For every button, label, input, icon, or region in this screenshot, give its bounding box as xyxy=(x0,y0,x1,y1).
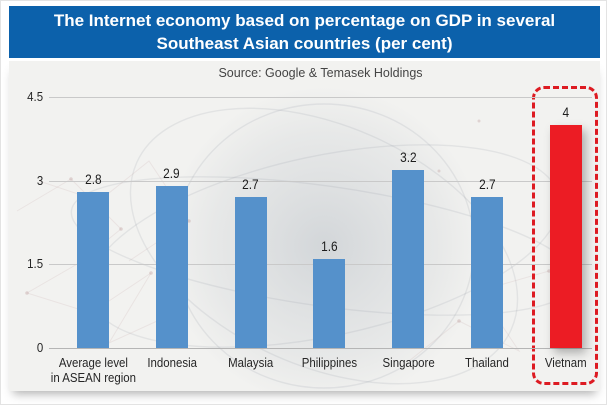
vietnam-highlight-box xyxy=(532,86,598,385)
x-axis-label: Singapore xyxy=(353,355,463,370)
chart-title-line1: The Internet economy based on percentage… xyxy=(53,11,556,30)
label-text: 4 xyxy=(562,104,570,120)
label-text: 2.9 xyxy=(163,166,181,182)
bar-value-label: 3.2 xyxy=(383,150,433,165)
bar-value-label: 2.7 xyxy=(462,177,512,192)
bar-3 xyxy=(234,197,267,348)
label-text: Vietnam xyxy=(544,355,587,370)
x-axis-label: Average level in ASEAN region xyxy=(38,355,148,385)
bar-7 xyxy=(549,124,582,348)
y-tick-label: 3 xyxy=(9,173,43,188)
label-text: 2.8 xyxy=(84,171,102,187)
bar-value-label: 4 xyxy=(541,105,591,120)
x-axis-label: Thailand xyxy=(432,355,542,370)
y-tick-label: 1.5 xyxy=(9,256,43,271)
label-text: 3 xyxy=(36,172,43,188)
bar-value-label: 2.8 xyxy=(68,172,118,187)
chart-title-line2: Southeast Asian countries (per cent) xyxy=(156,34,453,53)
y-tick-label: 0 xyxy=(9,340,43,355)
label-text: Thailand xyxy=(465,355,509,370)
label-text: 1.6 xyxy=(321,238,338,254)
label-text: Singapore xyxy=(382,355,435,370)
x-axis-label: Malaysia xyxy=(196,355,306,370)
y-tick-label: 4.5 xyxy=(9,89,43,104)
bar-value-label: 2.7 xyxy=(226,177,276,192)
bar-value-label: 1.6 xyxy=(304,239,354,254)
gridline xyxy=(49,97,592,98)
bar-1 xyxy=(77,191,109,348)
label-text: 0 xyxy=(36,340,43,355)
gridline xyxy=(49,180,592,182)
x-axis-label: Vietnam xyxy=(511,355,606,370)
label-text: Indonesia xyxy=(146,355,197,370)
label-text: Malaysia xyxy=(228,355,274,370)
label-text: 3.2 xyxy=(399,149,417,165)
x-axis-line xyxy=(49,348,592,349)
label-text: Philippines xyxy=(301,355,358,370)
label-text: 2.7 xyxy=(242,177,259,193)
source-label: Source: Google & Temasek Holdings xyxy=(218,66,423,80)
chart-title-banner: The Internet economy based on percentage… xyxy=(9,6,600,58)
bar-6 xyxy=(471,197,503,348)
x-axis-label: Philippines xyxy=(274,355,384,370)
label-text: 2.7 xyxy=(478,177,496,193)
label-text: 4.5 xyxy=(27,89,43,104)
plot-area: 0 1.5 3 4.5 2.8 Average level in ASEAN region… xyxy=(9,61,600,391)
bar-value-label: 2.9 xyxy=(147,166,197,181)
label-text: Average level in ASEAN region xyxy=(50,355,136,385)
label-text: 1.5 xyxy=(27,256,43,272)
chart-panel: Source: Google & Temasek Holdings 0 1.5 3 4… xyxy=(9,61,600,391)
bar-4 xyxy=(313,258,346,348)
bar-2 xyxy=(155,186,188,348)
bar-5 xyxy=(392,169,425,348)
x-axis-label: Indonesia xyxy=(117,355,227,370)
